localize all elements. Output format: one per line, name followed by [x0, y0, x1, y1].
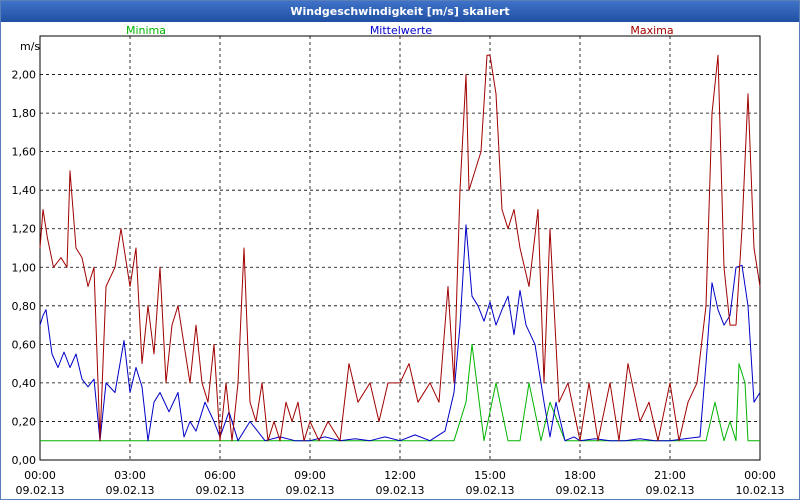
x-tick-time: 15:00 — [474, 469, 506, 482]
y-tick-label: 1,80 — [12, 107, 37, 120]
x-tick-time: 00:00 — [744, 469, 776, 482]
y-tick-label: 0,60 — [12, 338, 37, 351]
y-tick-label: 1,40 — [12, 184, 37, 197]
series-line-maxima — [39, 54, 761, 442]
y-tick-label: 2,00 — [12, 69, 37, 82]
y-axis-label: m/s — [20, 40, 40, 53]
series-line-minima — [40, 343, 760, 442]
x-tick-date: 09.02.13 — [286, 484, 335, 497]
x-tick-time: 21:00 — [654, 469, 686, 482]
y-tick-label: 0,40 — [12, 377, 37, 390]
series-line-mittelwerte — [39, 224, 761, 442]
y-tick-label: 1,60 — [12, 146, 37, 159]
axis-ticks: 0,00 0,20 0,40 0,60 0,80 1,00 1,20 1,40 1,60 1,80… — [12, 69, 785, 497]
y-tick-label: 0,00 — [12, 454, 37, 467]
x-tick-date: 09.02.13 — [16, 484, 65, 497]
x-tick-time: 12:00 — [384, 469, 416, 482]
legend-entry: Mittelwerte — [370, 24, 433, 37]
x-tick-date: 09.02.13 — [466, 484, 515, 497]
x-tick-date: 09.02.13 — [376, 484, 425, 497]
legend-entry: Minima — [126, 24, 166, 37]
x-tick-date: 09.02.13 — [106, 484, 155, 497]
grid — [39, 35, 761, 461]
y-tick-label: 1,20 — [12, 223, 37, 236]
legend-entry: Maxima — [630, 24, 673, 37]
y-tick-label: 1,00 — [12, 261, 37, 274]
x-tick-time: 00:00 — [24, 469, 56, 482]
y-tick-label: 0,20 — [12, 415, 37, 428]
series-lines — [39, 54, 761, 442]
x-tick-time: 18:00 — [564, 469, 596, 482]
window-title: Windgeschwindigkeit [m/s] skaliert — [1, 1, 799, 22]
x-tick-time: 09:00 — [294, 469, 326, 482]
x-tick-date: 09.02.13 — [196, 484, 245, 497]
y-tick-label: 0,80 — [12, 300, 37, 313]
x-tick-time: 06:00 — [204, 469, 236, 482]
x-tick-date: 09.02.13 — [646, 484, 695, 497]
x-tick-time: 03:00 — [114, 469, 146, 482]
legend: Minima Mittelwerte Maxima — [126, 24, 674, 37]
x-tick-date: 10.02.13 — [736, 484, 785, 497]
x-tick-date: 09.02.13 — [556, 484, 605, 497]
